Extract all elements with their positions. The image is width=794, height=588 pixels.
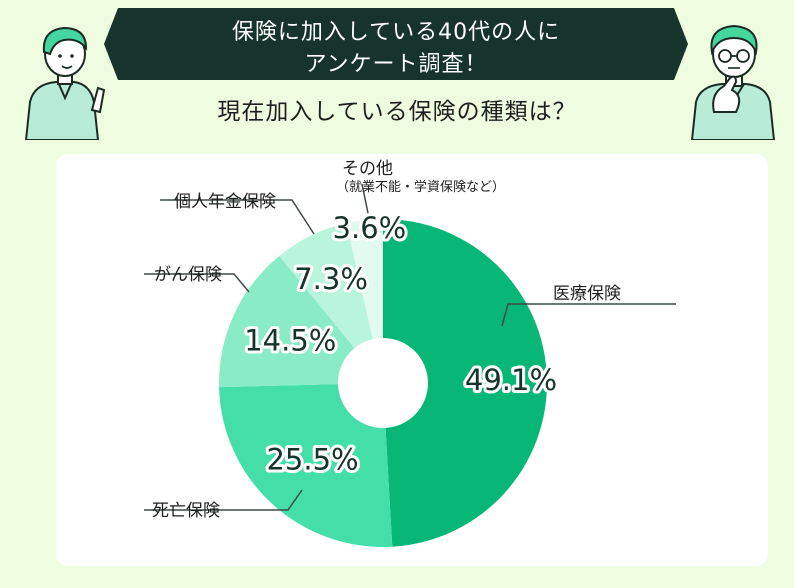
leader-line bbox=[160, 199, 315, 235]
chart-card: 医療保険死亡保険 がん保険 個人年金保険 その他 （就業不能・学資保険など） 49.1%… bbox=[56, 154, 768, 566]
slice-value-label: 3.6% bbox=[333, 211, 407, 245]
person-pointing-illustration bbox=[24, 26, 106, 140]
leader-line bbox=[144, 489, 303, 511]
person-thinking-illustration bbox=[690, 24, 776, 140]
slice-category-label: その他 bbox=[342, 159, 393, 179]
slice-value-label: 14.5% bbox=[244, 323, 336, 357]
leader-line bbox=[144, 273, 250, 293]
slice-category-label: 死亡保険 bbox=[152, 501, 220, 521]
slice-category-sublabel: （就業不能・学資保険など） bbox=[336, 179, 505, 195]
pie-slice bbox=[383, 219, 547, 547]
slice-value-label: 49.1% bbox=[465, 363, 557, 397]
title-line-2: アンケート調査！ bbox=[304, 52, 488, 77]
donut-hole bbox=[338, 338, 428, 428]
title-line-1: 保険に加入している40代の人に bbox=[231, 20, 561, 45]
pie-slice bbox=[219, 383, 393, 547]
slice-value-label: 25.5% bbox=[266, 442, 358, 476]
leader-line bbox=[501, 303, 676, 327]
slice-category-label: がん保険 bbox=[154, 265, 222, 285]
chart-subtitle: 現在加入している保険の種類は？ bbox=[217, 99, 577, 125]
slice-category-label: 医療保険 bbox=[553, 284, 621, 304]
slice-category-label: 個人年金保険 bbox=[174, 192, 276, 212]
pie-slice bbox=[279, 223, 383, 383]
title-banner: 保険に加入している40代の人に アンケート調査！ bbox=[104, 8, 688, 80]
pie-slice bbox=[219, 255, 383, 388]
leader-line bbox=[361, 183, 370, 219]
slice-value-label: 7.3% bbox=[294, 262, 368, 296]
